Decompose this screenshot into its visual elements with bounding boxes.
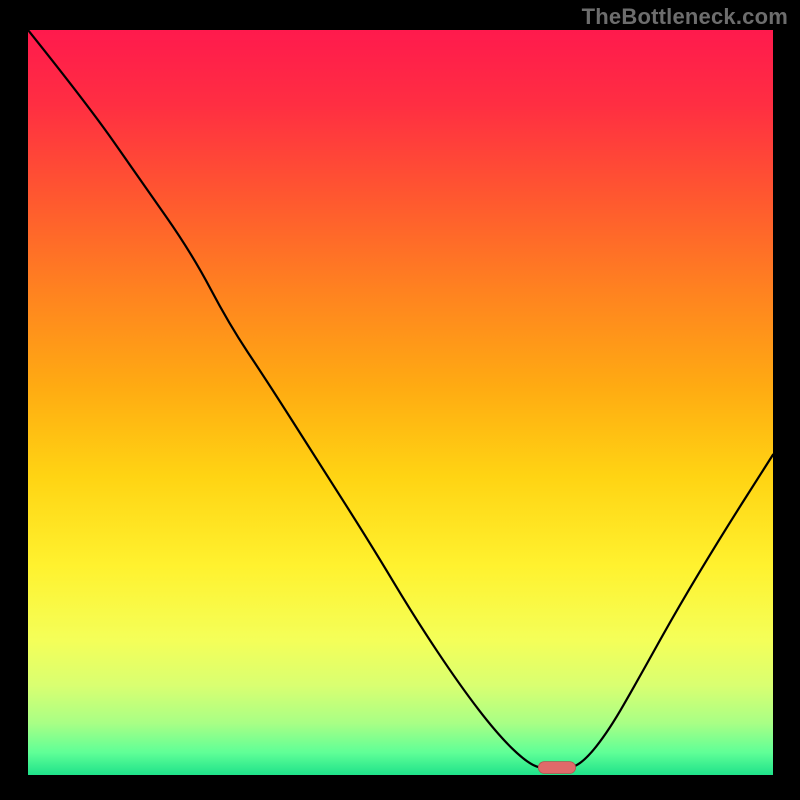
chart-container: TheBottleneck.com <box>0 0 800 800</box>
gradient-background <box>28 30 773 775</box>
watermark-text: TheBottleneck.com <box>582 4 788 30</box>
plot-area <box>28 30 773 775</box>
plot-svg <box>28 30 773 775</box>
optimal-marker <box>538 762 575 774</box>
